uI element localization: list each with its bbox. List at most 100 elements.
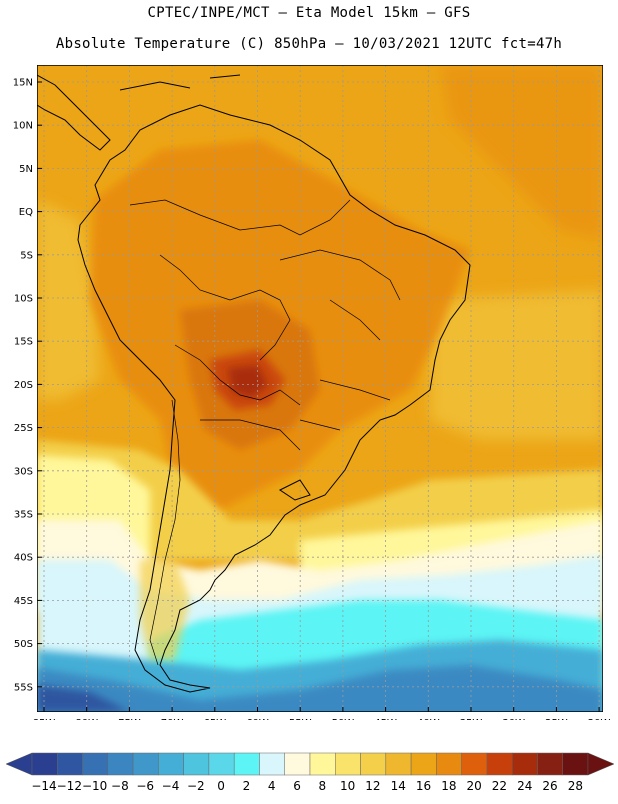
lon-tick-label: 25W	[545, 718, 568, 720]
coastline-uruguay-lagoon	[279, 479, 311, 501]
field-atlantic-mild	[430, 290, 603, 440]
colorbar-label: 24	[517, 779, 532, 793]
colorbar-swatch	[410, 752, 437, 776]
lon-tick-label: 85W	[33, 718, 56, 720]
field-pacific-mild	[37, 200, 100, 400]
country-borders	[129, 199, 401, 666]
lat-tick-label: 40S	[14, 553, 33, 564]
colorbar-swatch	[82, 752, 109, 776]
field-carib	[37, 65, 300, 150]
colorbar-label: 0	[217, 779, 225, 793]
colorbar-label: 2	[243, 779, 251, 793]
field-patagonia-cold	[140, 560, 190, 660]
border-argentina-chile	[149, 399, 181, 666]
colorbar-swatch	[360, 752, 387, 776]
lon-tick-label: 80W	[75, 718, 98, 720]
colorbar-swatch	[562, 752, 589, 776]
border-brazil-states	[279, 249, 401, 431]
coastline-south-america	[77, 104, 471, 693]
colorbar-swatch	[259, 752, 285, 776]
lon-tick-label: 70W	[161, 718, 184, 720]
lon-tick-label: 75W	[118, 718, 141, 720]
colorbar-swatch	[208, 752, 235, 776]
lat-tick-label: 15N	[13, 78, 33, 89]
field-colder-2	[37, 665, 603, 712]
border-brazil-west	[159, 254, 291, 361]
colorbar-label: −6	[136, 779, 154, 793]
colorbar-label: 14	[391, 779, 406, 793]
lon-tick-label: 55W	[289, 718, 312, 720]
lat-tick-label: 10N	[13, 121, 33, 132]
lon-tick-label: 60W	[246, 718, 269, 720]
axis-ticks: 15N 10N 5N EQ 5S 10S 15S 20S 25S 30S 35S 40S 45S 50S 5…	[13, 78, 611, 721]
colorbar-max-arrow	[587, 752, 615, 776]
temperature-field	[37, 65, 603, 712]
colorbar-label: 4	[268, 779, 276, 793]
colorbar-label: −8	[111, 779, 129, 793]
colorbar-label: 10	[340, 779, 355, 793]
lon-tick-label: 20W	[588, 718, 611, 720]
chart-subtitle: Absolute Temperature (C) 850hPa – 10/03/…	[55, 36, 563, 52]
colorbar: −14 −12 −10 −8 −6 −4 −2 0 2 4 6 8 10 12 14 16 18 20 22 24 26…	[0, 745, 618, 800]
colorbar-swatch	[511, 752, 538, 776]
lat-tick-label: 30S	[14, 466, 33, 477]
colorbar-swatch	[107, 752, 134, 776]
lat-tick-label: 15S	[14, 337, 33, 348]
colorbar-swatch	[132, 752, 159, 776]
colorbar-swatch	[31, 752, 58, 776]
lat-tick-label: 35S	[14, 510, 33, 521]
lon-tick-label: 40W	[417, 718, 440, 720]
colorbar-svg: −14 −12 −10 −8 −6 −4 −2 0 2 4 6 8 10 12 14 16 18 20 22 24 26…	[5, 752, 615, 793]
colorbar-label: 6	[293, 779, 301, 793]
colorbar-label: 20	[466, 779, 481, 793]
colorbar-swatch	[537, 752, 563, 776]
colorbar-label: −14	[31, 779, 56, 793]
colorbar-swatch	[385, 752, 412, 776]
colorbar-swatch	[158, 752, 184, 776]
colorbar-swatch	[57, 752, 83, 776]
lon-tick-label: 50W	[332, 718, 355, 720]
lat-tick-label: 10S	[14, 294, 33, 305]
coastline-caribbean-islands	[119, 74, 241, 91]
field-peak-core	[228, 365, 268, 398]
colorbar-swatch	[309, 752, 336, 776]
lon-tick-label: 35W	[460, 718, 483, 720]
coastlines	[37, 74, 471, 693]
lon-tick-label: 65W	[203, 718, 226, 720]
colorbar-swatch	[284, 752, 311, 776]
lat-tick-label: 5S	[20, 250, 33, 261]
lon-tick-label: 30W	[502, 718, 525, 720]
lon-tick-label: 45W	[374, 718, 397, 720]
temperature-map: 15N 10N 5N EQ 5S 10S 15S 20S 25S 30S 35S 40S 45S 50S 5…	[13, 65, 611, 721]
colorbar-label: 8	[319, 779, 327, 793]
lat-lon-grid	[37, 65, 603, 712]
colorbar-label: −2	[187, 779, 205, 793]
colorbar-swatch	[436, 752, 462, 776]
map-panel: 15N 10N 5N EQ 5S 10S 15S 20S 25S 30S 35S 40S 45S 50S 5…	[0, 60, 618, 720]
border-bolivia-paraguay	[174, 344, 301, 406]
lat-tick-label: 20S	[14, 380, 33, 391]
lat-tick-label: 45S	[14, 596, 33, 607]
colorbar-swatch	[233, 752, 260, 776]
colorbar-label: 28	[568, 779, 583, 793]
colorbar-label: 18	[441, 779, 456, 793]
colorbar-label: −10	[82, 779, 107, 793]
colorbar-label: −12	[57, 779, 82, 793]
colorbar-label: 22	[492, 779, 507, 793]
field-coldest	[37, 685, 130, 712]
lat-tick-label: 55S	[14, 682, 33, 693]
colorbar-label: −4	[162, 779, 180, 793]
lat-tick-label: EQ	[19, 207, 33, 218]
colorbar-swatch	[461, 752, 488, 776]
lat-tick-label: 25S	[14, 423, 33, 434]
colorbar-min-arrow	[5, 752, 33, 776]
colorbar-label: 16	[416, 779, 431, 793]
field-north-atlantic-warm	[440, 65, 603, 240]
colorbar-swatch	[486, 752, 513, 776]
border-argentina-north	[200, 419, 301, 451]
lat-tick-label: 5N	[19, 164, 33, 175]
colorbar-boxes	[5, 752, 615, 776]
colorbar-labels: −14 −12 −10 −8 −6 −4 −2 0 2 4 6 8 10 12 14 16 18 20 22 24 26…	[31, 779, 583, 793]
colorbar-swatch	[335, 752, 361, 776]
colorbar-label: 26	[542, 779, 557, 793]
